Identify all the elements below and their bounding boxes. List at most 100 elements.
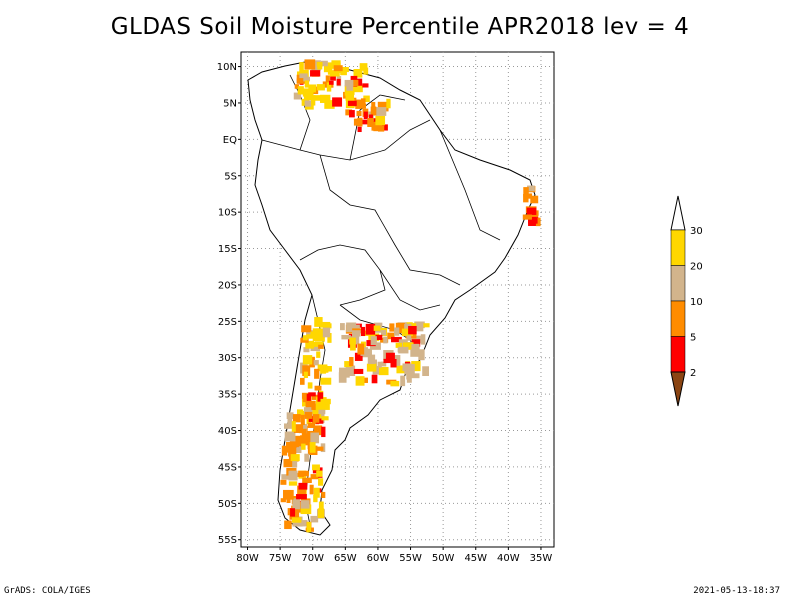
- shade-cell: [320, 377, 332, 385]
- shade-cell: [386, 98, 391, 109]
- shade-cell: [317, 364, 328, 372]
- shade-cell: [391, 336, 402, 343]
- shade-cell: [382, 124, 388, 131]
- shade-cell: [294, 84, 299, 89]
- lat-label: 5S: [224, 171, 237, 182]
- shade-cell: [300, 377, 305, 385]
- shade-cell: [316, 402, 326, 413]
- lat-label: 10N: [217, 62, 237, 73]
- shade-cell: [313, 487, 320, 498]
- shade-cell: [523, 194, 529, 203]
- shade-cell: [288, 470, 298, 481]
- shade-cell: [361, 119, 372, 125]
- legend-swatch: [670, 229, 686, 266]
- lon-label: 70W: [301, 553, 324, 564]
- shade-cell: [344, 79, 354, 87]
- shade-cell: [292, 498, 300, 510]
- shade-cell: [381, 330, 387, 336]
- shade-cell: [293, 92, 302, 100]
- shade-cell: [363, 95, 370, 102]
- shade-cell: [357, 126, 362, 133]
- footer-timestamp: 2021-05-13-18:37: [693, 586, 780, 596]
- shade-cell: [302, 365, 311, 377]
- shade-cell: [362, 377, 368, 383]
- shade-cell: [314, 337, 325, 342]
- shade-cell: [306, 393, 311, 405]
- legend-label: 5: [690, 333, 696, 344]
- shade-cell: [373, 123, 383, 132]
- shade-cell: [395, 322, 406, 334]
- shade-cell: [302, 355, 313, 365]
- shade-cell: [363, 67, 369, 75]
- map-title: GLDAS Soil Moisture Percentile APR2018 l…: [110, 14, 690, 40]
- shade-cell: [312, 403, 322, 414]
- shade-cell: [527, 193, 533, 199]
- shade-cell: [302, 88, 314, 97]
- shade-cell: [296, 74, 307, 84]
- shade-cell: [411, 323, 417, 328]
- shade-cell: [402, 342, 414, 350]
- lat-label: 10S: [218, 208, 237, 219]
- shade-cell: [300, 504, 312, 515]
- lon-label: 55W: [399, 553, 422, 564]
- shade-cell: [299, 62, 304, 73]
- shade-cell: [378, 125, 385, 132]
- shade-cell: [401, 328, 413, 337]
- shade-cell: [360, 98, 366, 106]
- shade-cell: [323, 365, 332, 372]
- shade-cell: [389, 323, 395, 332]
- shade-cell: [298, 482, 308, 490]
- shade-cell: [304, 59, 316, 70]
- shade-cell: [284, 520, 292, 530]
- shade-cell: [408, 373, 420, 379]
- shade-cell: [305, 400, 316, 411]
- legend-label: 10: [690, 297, 703, 308]
- shade-cell: [360, 347, 368, 356]
- shade-cell: [370, 342, 381, 350]
- shade-cell: [290, 508, 296, 517]
- shade-cell: [314, 368, 320, 379]
- shade-cell: [351, 84, 363, 93]
- shade-cell: [528, 217, 538, 224]
- shade-cell: [310, 346, 321, 352]
- shade-cell: [293, 446, 302, 453]
- shade-cell: [307, 422, 315, 428]
- shade-cell: [303, 347, 310, 353]
- shade-cell: [294, 435, 304, 447]
- shade-cell: [355, 99, 362, 109]
- shade-cell: [310, 432, 320, 444]
- shade-cell: [410, 349, 420, 357]
- shade-cell: [387, 332, 395, 340]
- shade-cell: [341, 334, 351, 340]
- shade-cell: [347, 100, 357, 106]
- shade-cell: [368, 114, 373, 121]
- shade-cell: [411, 361, 421, 372]
- shade-cell: [304, 100, 312, 107]
- shade-cell: [398, 346, 409, 354]
- shade-cell: [307, 382, 313, 389]
- shade-cell: [300, 414, 305, 426]
- shade-cell: [313, 360, 319, 366]
- shade-cell: [411, 339, 421, 347]
- shade-cell: [370, 336, 377, 346]
- shade-cell: [367, 118, 374, 127]
- shade-cell: [385, 352, 395, 363]
- shade-cell: [281, 474, 291, 480]
- shaded-region-guiana-highlands: [345, 98, 391, 133]
- lat-label: 25S: [218, 317, 237, 328]
- shade-cell: [280, 498, 286, 503]
- shade-cell: [304, 453, 310, 462]
- shade-cell: [317, 508, 325, 518]
- shade-cell: [297, 485, 306, 495]
- lat-label: 50S: [218, 499, 237, 510]
- shade-cell: [318, 344, 324, 349]
- legend-bottom-arrow: [670, 371, 686, 407]
- shade-cell: [286, 412, 294, 420]
- shade-cell: [283, 489, 294, 500]
- shade-cell: [324, 100, 335, 109]
- shade-cell: [298, 470, 309, 477]
- shade-cell: [314, 385, 322, 391]
- shaded-region-northern-venezuela-colombia: [293, 59, 370, 110]
- shade-cell: [413, 343, 419, 350]
- lat-label: 45S: [218, 462, 237, 473]
